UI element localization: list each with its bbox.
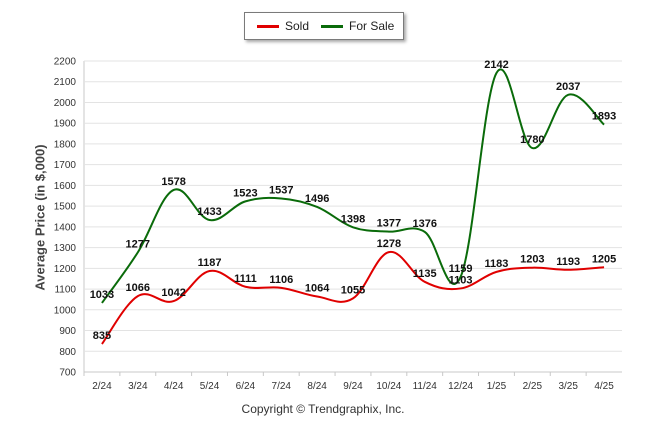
legend-item-sold[interactable]: Sold bbox=[257, 13, 309, 39]
data-label-sold: 1183 bbox=[485, 258, 509, 270]
x-tick-label: 4/25 bbox=[594, 381, 614, 392]
y-axis-label: Average Price (in $,000) bbox=[32, 144, 48, 291]
data-labels: 835 1066 1042 1187 1111 1106 1064 1055 1278 1135 1… bbox=[90, 59, 617, 342]
data-label-sold: 835 bbox=[93, 330, 111, 342]
series-line-for-sale bbox=[101, 68, 605, 304]
data-label-sold: 1064 bbox=[305, 283, 330, 295]
data-label-sold: 1205 bbox=[592, 253, 616, 265]
x-tick-label: 7/24 bbox=[272, 381, 292, 392]
data-label-sold: 1103 bbox=[449, 274, 473, 286]
data-label-for-sale: 1523 bbox=[233, 187, 257, 199]
data-label-for-sale: 1159 bbox=[449, 263, 473, 275]
legend-swatch-sold bbox=[257, 24, 279, 28]
y-tick-label: 800 bbox=[59, 347, 76, 358]
data-label-sold: 1193 bbox=[556, 256, 580, 268]
legend-item-for-sale[interactable]: For Sale bbox=[321, 13, 394, 39]
x-tick-label: 3/25 bbox=[558, 381, 578, 392]
y-tick-label: 1400 bbox=[54, 222, 77, 233]
legend-label-sold: Sold bbox=[285, 19, 310, 33]
data-label-for-sale: 1578 bbox=[161, 176, 185, 188]
data-label-for-sale: 1277 bbox=[126, 238, 150, 250]
data-label-sold: 1111 bbox=[234, 273, 257, 285]
x-axis-ticks: 2/24 3/24 4/24 5/24 6/24 7/24 8/24 9/24 10/24 11/… bbox=[92, 381, 614, 392]
y-tick-label: 1700 bbox=[54, 160, 77, 171]
y-tick-label: 1200 bbox=[54, 264, 77, 275]
legend-swatch-for-sale bbox=[321, 24, 343, 28]
data-label-for-sale: 1377 bbox=[377, 218, 401, 230]
data-label-for-sale: 1376 bbox=[412, 218, 436, 230]
data-label-for-sale: 1780 bbox=[520, 134, 544, 146]
x-tick-label: 1/25 bbox=[487, 381, 507, 392]
legend-label-for-sale: For Sale bbox=[349, 19, 395, 33]
chart-legend: Sold For Sale bbox=[244, 12, 404, 40]
data-label-sold: 1187 bbox=[198, 257, 222, 269]
x-tick-label: 10/24 bbox=[376, 381, 401, 392]
data-label-sold: 1066 bbox=[126, 282, 150, 294]
y-tick-label: 2200 bbox=[54, 57, 77, 68]
data-label-for-sale: 2142 bbox=[484, 59, 508, 71]
data-label-for-sale: 2037 bbox=[556, 81, 580, 93]
data-label-sold: 1278 bbox=[377, 238, 401, 250]
y-axis-ticks: 700 800 900 1000 1100 1200 1300 1400 1500 1600 170… bbox=[54, 57, 77, 379]
data-label-sold: 1106 bbox=[269, 274, 293, 286]
data-label-sold: 1203 bbox=[520, 254, 544, 266]
y-tick-label: 1600 bbox=[54, 181, 77, 192]
x-tick-label: 6/24 bbox=[236, 381, 256, 392]
x-tick-label: 4/24 bbox=[164, 381, 184, 392]
x-tick-label: 9/24 bbox=[343, 381, 363, 392]
y-tick-label: 1900 bbox=[54, 119, 77, 130]
y-tick-label: 1500 bbox=[54, 202, 77, 213]
y-tick-label: 1800 bbox=[54, 139, 77, 150]
series-lines bbox=[101, 68, 605, 345]
x-tick-label: 3/24 bbox=[128, 381, 148, 392]
data-label-sold: 1135 bbox=[413, 268, 437, 280]
x-tick-label: 2/24 bbox=[92, 381, 112, 392]
data-label-for-sale: 1496 bbox=[305, 193, 329, 205]
y-tick-label: 700 bbox=[59, 368, 76, 379]
y-tick-label: 1300 bbox=[54, 243, 77, 254]
data-label-for-sale: 1398 bbox=[341, 213, 365, 225]
y-tick-label: 1000 bbox=[54, 305, 77, 316]
x-tick-label: 2/25 bbox=[523, 381, 543, 392]
x-tick-label: 11/24 bbox=[413, 381, 438, 392]
data-label-for-sale: 1537 bbox=[269, 184, 293, 196]
data-label-sold: 1042 bbox=[161, 287, 185, 299]
y-tick-label: 1100 bbox=[54, 285, 76, 296]
data-label-for-sale: 1893 bbox=[592, 111, 616, 123]
y-tick-label: 900 bbox=[59, 326, 76, 337]
x-tick-label: 8/24 bbox=[307, 381, 327, 392]
data-label-for-sale: 1033 bbox=[90, 289, 114, 301]
copyright-footer: Copyright © Trendgraphix, Inc. bbox=[241, 402, 405, 416]
y-tick-label: 2000 bbox=[54, 98, 77, 109]
y-tick-label: 2100 bbox=[54, 77, 77, 88]
x-tick-label: 5/24 bbox=[200, 381, 220, 392]
data-label-for-sale: 1433 bbox=[197, 206, 221, 218]
series-line-sold bbox=[101, 251, 605, 345]
chart-grid bbox=[83, 60, 622, 376]
data-label-sold: 1055 bbox=[341, 284, 365, 296]
x-tick-label: 12/24 bbox=[448, 381, 473, 392]
